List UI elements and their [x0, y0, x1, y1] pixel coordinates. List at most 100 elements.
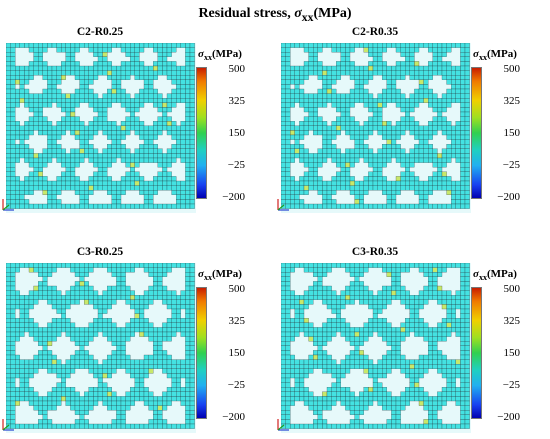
mesh-voxel: [24, 423, 30, 429]
mesh-voxel: [313, 65, 318, 71]
mesh-voxel: [185, 364, 191, 369]
mesh-voxel: [97, 61, 103, 67]
mesh-voxel: [15, 75, 20, 80]
mesh-voxel: [285, 318, 291, 323]
mesh-voxel: [368, 93, 374, 99]
mesh-voxel: [61, 295, 66, 300]
mesh-voxel: [139, 387, 145, 392]
mesh-voxel: [432, 364, 438, 369]
mesh-voxel: [451, 93, 456, 99]
mesh-voxel: [322, 121, 328, 126]
mesh-voxel: [290, 304, 295, 310]
mesh-voxel: [65, 318, 71, 323]
mesh-voxel: [24, 199, 30, 205]
mesh-voxel: [65, 102, 71, 108]
mesh-voxel: [33, 176, 39, 182]
mesh-voxel: [455, 322, 461, 328]
mesh-voxel: [377, 387, 383, 392]
mesh-voxel: [157, 354, 163, 360]
mesh-voxel: [313, 171, 318, 177]
mesh-voxel: [331, 359, 337, 365]
mesh-voxel: [61, 313, 66, 319]
mesh-voxel: [303, 368, 309, 374]
mesh-voxel: [464, 336, 470, 342]
mesh-voxel: [303, 423, 309, 429]
mesh-voxel: [74, 331, 80, 337]
mesh-voxel: [326, 400, 332, 406]
mesh-voxel: [317, 61, 323, 67]
mesh-voxel: [446, 423, 452, 429]
mesh-voxel: [6, 190, 11, 195]
mesh-voxel: [56, 65, 62, 71]
mesh-voxel: [33, 396, 39, 402]
mesh-voxel: [70, 290, 76, 296]
mesh-voxel: [111, 199, 117, 205]
mesh-voxel: [294, 304, 300, 310]
mesh-voxel: [134, 130, 140, 136]
mesh-voxel: [308, 70, 314, 76]
mesh-voxel: [409, 359, 415, 365]
mesh-voxel: [428, 125, 433, 131]
mesh-voxel: [460, 199, 466, 205]
mesh-voxel: [28, 387, 34, 392]
mesh-voxel: [432, 350, 438, 356]
mesh-voxel: [317, 121, 323, 126]
mesh-voxel: [432, 295, 438, 300]
mesh-voxel: [102, 102, 108, 108]
mesh-voxel: [125, 327, 131, 333]
mesh-voxel: [414, 176, 420, 182]
mesh-voxel: [340, 327, 346, 333]
mesh-voxel: [423, 423, 429, 429]
mesh-voxel: [157, 121, 163, 126]
mesh-voxel: [180, 322, 186, 328]
mesh-voxel: [47, 368, 53, 374]
mesh-voxel: [382, 93, 387, 99]
mesh-voxel: [125, 75, 131, 80]
mesh-voxel: [171, 295, 177, 300]
mesh-voxel: [313, 267, 318, 273]
mesh-voxel: [93, 125, 99, 131]
mesh-voxel: [107, 327, 112, 333]
mesh-voxel: [15, 263, 20, 268]
mesh-voxel: [418, 75, 424, 80]
mesh-voxel: [74, 263, 80, 268]
mesh-voxel: [354, 423, 360, 429]
mesh-voxel: [308, 52, 314, 57]
mesh-voxel: [143, 331, 149, 337]
mesh-voxel: [313, 52, 318, 57]
mesh-voxel: [84, 199, 89, 205]
mesh-voxel: [107, 180, 112, 186]
mesh-voxel: [290, 263, 295, 268]
mesh-voxel: [308, 65, 314, 71]
mesh-voxel: [285, 52, 291, 57]
mesh-voxel: [317, 405, 323, 411]
mesh-voxel: [10, 336, 16, 342]
mesh-voxel: [382, 125, 387, 131]
mesh-voxel: [134, 162, 140, 168]
mesh-voxel: [47, 153, 53, 159]
mesh-voxel: [437, 111, 443, 117]
mesh-voxel: [125, 157, 131, 163]
mesh-voxel: [372, 70, 378, 76]
mesh-voxel: [349, 116, 355, 122]
mesh-voxel: [42, 102, 48, 108]
mesh-voxel: [372, 387, 378, 392]
mesh-voxel: [120, 327, 126, 333]
mesh-voxel: [185, 157, 191, 163]
mesh-voxel: [134, 107, 140, 113]
mesh-voxel: [322, 341, 328, 346]
mesh-voxel: [290, 98, 295, 103]
mesh-voxel: [28, 153, 34, 159]
mesh-voxel: [414, 391, 420, 397]
mesh-voxel: [10, 52, 16, 57]
mesh-voxel: [185, 327, 191, 333]
mesh-voxel: [139, 327, 145, 333]
mesh-voxel: [157, 285, 163, 291]
lattice-mesh: [281, 43, 471, 213]
mesh-voxel: [51, 194, 57, 200]
mesh-voxel: [391, 130, 397, 136]
mesh-voxel: [285, 322, 291, 328]
mesh-voxel: [409, 295, 415, 300]
mesh-voxel: [281, 405, 286, 411]
mesh-voxel: [464, 263, 470, 268]
